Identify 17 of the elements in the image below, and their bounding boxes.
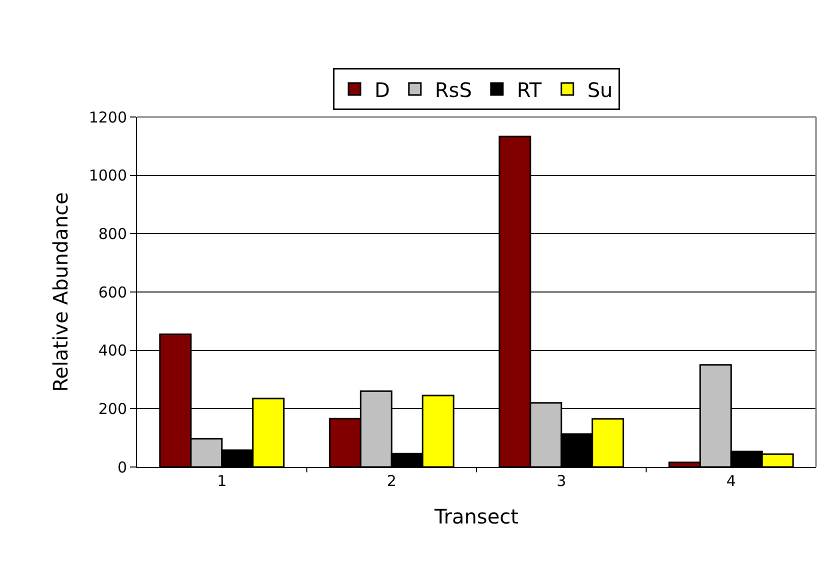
x-tick-label: 1 [217, 472, 227, 490]
y-tick-label: 600 [98, 283, 127, 302]
legend-label: Su [587, 78, 613, 102]
y-tick-label: 1000 [88, 166, 127, 185]
y-tick-label: 0 [117, 458, 127, 476]
y-tick-label: 400 [98, 342, 127, 360]
y-tick-label: 1200 [88, 108, 127, 126]
x-tick-label: 4 [726, 472, 736, 490]
y-tick-label: 200 [98, 400, 127, 418]
legend-label: D [374, 78, 390, 102]
x-axis-title: Transect [434, 504, 519, 528]
legend-label: RsS [434, 78, 472, 102]
legend-label: RT [516, 78, 542, 102]
y-axis-title: Relative Abundance [48, 192, 72, 392]
x-tick-label: 2 [386, 472, 396, 490]
x-tick-label: 3 [556, 472, 566, 490]
y-tick-label: 800 [98, 224, 127, 243]
